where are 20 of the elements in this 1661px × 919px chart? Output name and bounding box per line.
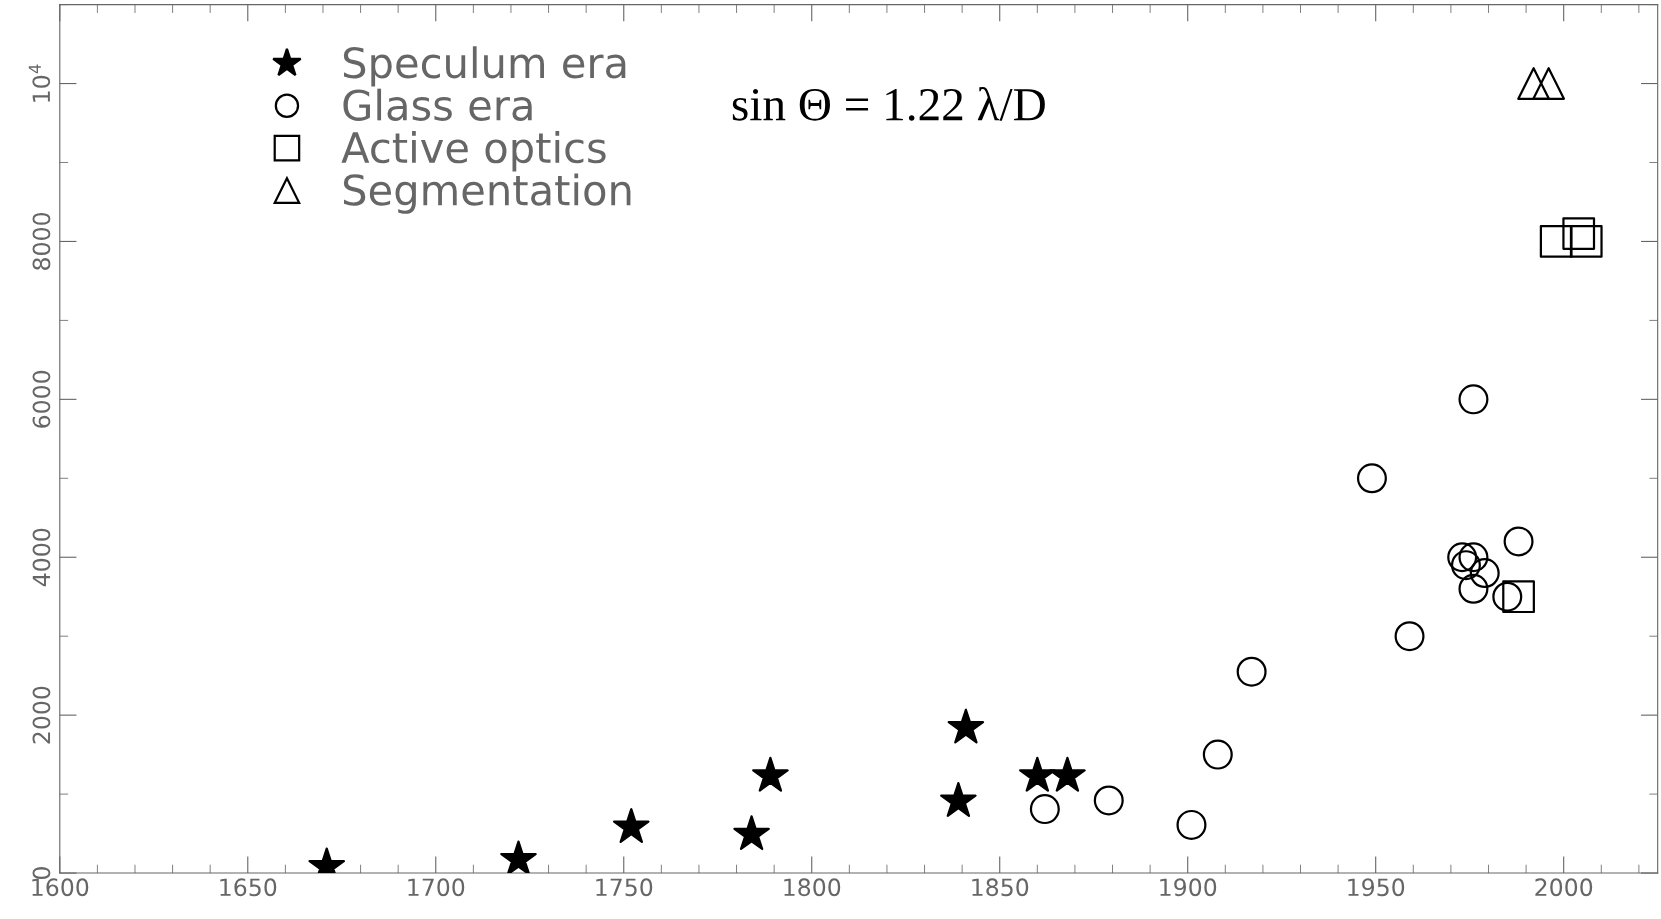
x-tick-label: 1900 [1160, 878, 1217, 897]
x-tick-label: 1600 [32, 878, 89, 897]
x-tick-label: 1850 [972, 878, 1029, 897]
legend-label: Active optics [341, 131, 606, 172]
y-tick-label: 0 [32, 867, 51, 879]
y-tick-label: 6000 [32, 370, 51, 428]
x-tick-label: 1950 [1348, 878, 1405, 897]
legend-label: Speculum era [343, 46, 626, 87]
x-tick-label: 1800 [784, 878, 841, 897]
x-tick-label: 2000 [1535, 878, 1593, 897]
y-tick-label: 2000 [32, 686, 51, 744]
y-tick-label: 4000 [32, 528, 51, 587]
y-tick-label: 8000 [32, 212, 51, 270]
annotation: sin Θ = 1.22 λ/D [732, 86, 1045, 121]
legend-label: Glass era [343, 88, 532, 121]
y-tick-label: 10$^{4}$ [28, 64, 51, 102]
legend-label: Segmentation [343, 173, 631, 214]
x-tick-label: 1650 [220, 878, 277, 897]
x-tick-label: 1750 [596, 878, 653, 897]
x-tick-label: 1700 [408, 878, 465, 897]
